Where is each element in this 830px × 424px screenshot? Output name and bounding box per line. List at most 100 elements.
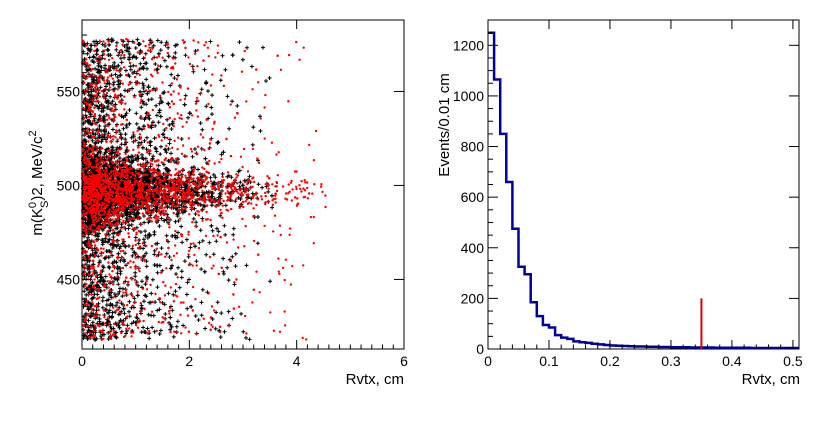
scatter-point xyxy=(87,290,92,295)
scatter-point xyxy=(241,329,246,334)
scatter-point xyxy=(141,212,144,215)
scatter-point xyxy=(111,156,115,159)
scatter-point xyxy=(97,124,102,128)
scatter-point xyxy=(158,152,163,157)
scatter-point xyxy=(155,270,160,275)
scatter-point xyxy=(136,129,139,132)
scatter-point xyxy=(218,198,222,201)
scatter-point xyxy=(211,127,214,131)
scatter-point xyxy=(154,183,158,186)
scatter-point xyxy=(117,128,122,133)
scatter-point xyxy=(159,301,162,304)
scatter-point xyxy=(133,235,138,240)
scatter-point xyxy=(189,165,194,170)
scatter-point xyxy=(127,52,132,57)
scatter-point xyxy=(110,99,115,104)
scatter-point xyxy=(117,85,122,89)
scatter-point xyxy=(175,235,180,240)
scatter-point xyxy=(86,318,91,323)
scatter-point xyxy=(312,242,315,245)
scatter-point xyxy=(196,318,201,322)
scatter-point xyxy=(266,189,271,194)
scatter-point xyxy=(102,247,105,250)
scatter-point xyxy=(105,79,109,82)
scatter-point xyxy=(125,327,128,330)
scatter-point xyxy=(142,299,146,304)
scatter-point xyxy=(111,77,115,80)
scatter-point xyxy=(110,310,115,315)
scatter-point xyxy=(129,260,132,263)
scatter-point xyxy=(198,228,203,233)
scatter-point xyxy=(136,126,141,131)
scatter-point xyxy=(90,138,95,143)
scatter-point xyxy=(208,175,213,180)
scatter-point xyxy=(106,240,110,245)
scatter-point xyxy=(188,201,191,204)
scatter-point xyxy=(227,126,232,131)
scatter-point xyxy=(121,266,125,270)
scatter-point xyxy=(98,314,101,317)
scatter-point xyxy=(136,283,141,288)
scatter-point xyxy=(115,69,118,72)
scatter-point xyxy=(114,155,117,159)
scatter-point xyxy=(213,175,218,180)
scatter-point xyxy=(160,253,163,256)
scatter-point xyxy=(235,103,240,108)
scatter-point xyxy=(99,68,104,73)
scatter-point xyxy=(134,75,137,79)
scatter-point xyxy=(119,142,124,147)
scatter-point xyxy=(252,239,256,243)
scatter-point xyxy=(127,88,130,92)
scatter-point xyxy=(115,153,120,158)
scatter-point xyxy=(103,274,108,279)
scatter-point xyxy=(271,203,275,206)
scatter-point xyxy=(109,252,113,255)
scatter-point xyxy=(115,44,118,48)
scatter-point xyxy=(109,101,114,106)
scatter-point xyxy=(166,102,171,106)
scatter-point xyxy=(223,203,228,208)
scatter-point xyxy=(206,89,210,93)
scatter-point xyxy=(121,126,126,131)
scatter-point xyxy=(89,43,94,48)
scatter-point xyxy=(184,292,189,297)
scatter-point xyxy=(273,214,277,217)
scatter-point xyxy=(225,265,230,270)
scatter-point xyxy=(210,93,215,98)
scatter-point xyxy=(139,305,144,310)
scatter-point xyxy=(102,213,106,216)
scatter-point xyxy=(164,284,167,287)
scatter-point xyxy=(163,312,168,316)
scatter-point xyxy=(106,88,111,93)
scatter-point xyxy=(260,185,265,190)
scatter-point xyxy=(203,148,206,152)
scatter-point xyxy=(138,61,143,66)
scatter-point xyxy=(128,64,133,69)
scatter-point xyxy=(283,324,287,327)
scatter-point xyxy=(203,326,208,331)
scatter-point xyxy=(156,197,159,200)
scatter-point xyxy=(125,323,130,328)
scatter-point xyxy=(238,180,243,185)
scatter-point xyxy=(83,270,87,274)
scatter-point xyxy=(192,171,195,174)
scatter-point xyxy=(164,251,169,256)
scatter-point xyxy=(197,240,202,245)
scatter-point xyxy=(93,140,98,145)
scatter-point xyxy=(281,185,285,188)
scatter-point xyxy=(226,278,231,283)
scatter-point xyxy=(195,332,198,336)
scatter-point xyxy=(193,212,198,216)
scatter-point xyxy=(139,105,144,110)
scatter-point xyxy=(108,74,112,78)
scatter-point xyxy=(124,152,127,156)
scatter-point xyxy=(157,224,162,229)
scatter-point xyxy=(197,214,200,217)
scatter-point xyxy=(209,138,212,141)
scatter-point xyxy=(169,160,172,164)
scatter-point xyxy=(245,100,248,103)
scatter-point xyxy=(268,279,273,284)
scatter-point xyxy=(278,224,282,227)
scatter-point xyxy=(207,102,210,106)
scatter-point xyxy=(113,102,118,107)
